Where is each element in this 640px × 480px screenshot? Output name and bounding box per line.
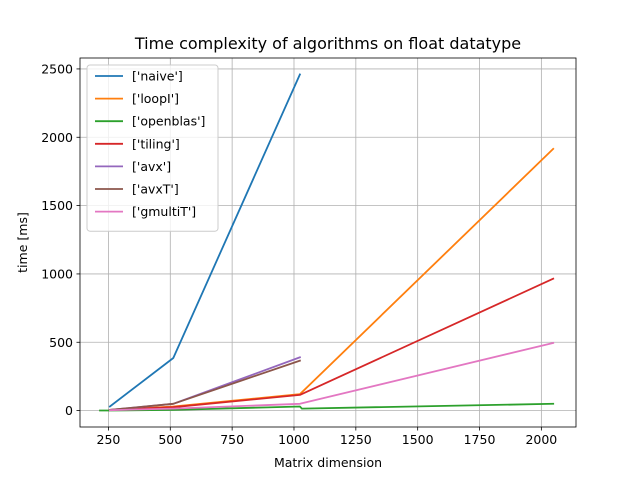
x-tick-label: 1250 (340, 432, 372, 447)
x-tick-label: 500 (158, 432, 182, 447)
axis-ticks: 250 500 750 1000 1250 1500 1750 2000 0 500 1000 150… (41, 61, 557, 447)
x-tick-label: 1000 (278, 432, 310, 447)
chart-title: Time complexity of algorithms on float d… (134, 34, 521, 53)
x-tick-label: 1500 (402, 432, 434, 447)
legend-label: ['avxT'] (132, 182, 179, 197)
legend-label: ['avx'] (132, 159, 171, 174)
series-line (108, 73, 302, 408)
legend-label: ['tiling'] (132, 136, 180, 151)
legend-label: ['naive'] (132, 69, 183, 84)
series-line (108, 359, 302, 411)
series-line (99, 402, 555, 412)
series-line (108, 277, 555, 411)
legend-label: ['gmultiT'] (132, 204, 196, 219)
x-tick-label: 2000 (525, 432, 557, 447)
y-axis-label: time [ms] (15, 212, 30, 273)
x-axis-label: Matrix dimension (274, 455, 382, 470)
legend-label: ['loopI'] (132, 91, 179, 106)
legend: ['naive'] ['loopI'] ['openblas'] ['tiling']… (86, 64, 219, 232)
legend-label: ['openblas'] (132, 114, 205, 129)
y-tick-label: 1500 (41, 198, 73, 213)
y-tick-label: 500 (49, 335, 73, 350)
plot-frame (79, 57, 577, 428)
x-tick-label: 250 (97, 432, 121, 447)
series-line (108, 341, 555, 412)
plot-lines (99, 73, 555, 412)
y-tick-label: 1000 (41, 266, 73, 281)
x-tick-label: 750 (220, 432, 244, 447)
x-tick-label: 1750 (464, 432, 496, 447)
y-tick-label: 0 (65, 403, 73, 418)
y-tick-label: 2000 (41, 130, 73, 145)
y-tick-label: 2500 (41, 61, 73, 76)
